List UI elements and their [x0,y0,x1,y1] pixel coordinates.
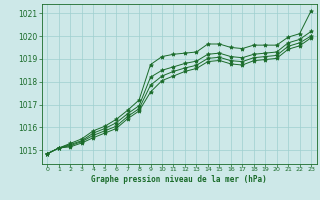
X-axis label: Graphe pression niveau de la mer (hPa): Graphe pression niveau de la mer (hPa) [91,175,267,184]
